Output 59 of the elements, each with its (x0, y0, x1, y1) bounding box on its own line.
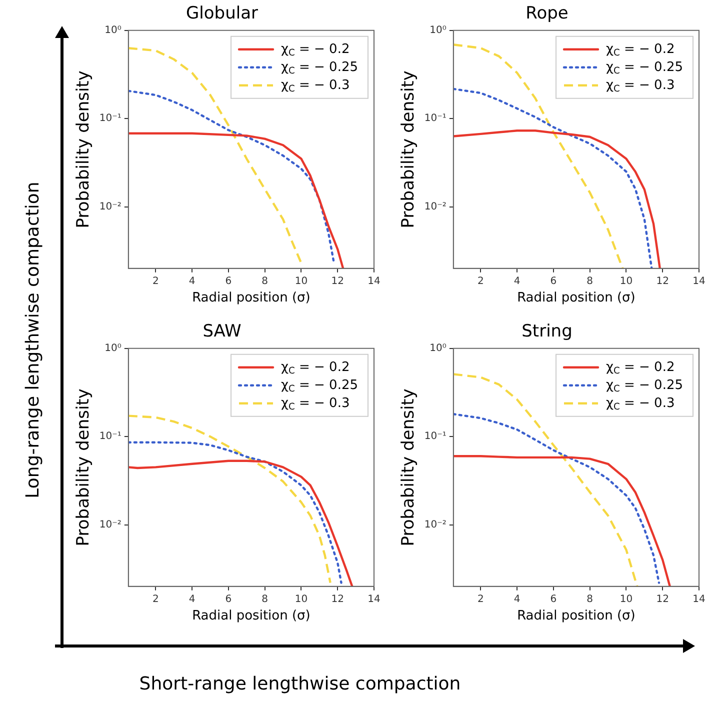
x-tick-label: 14 (368, 594, 380, 605)
x-tick-label: 6 (550, 594, 557, 605)
y-axis-title: Probability density (74, 388, 94, 546)
y-tick-label: 10⁰ (430, 342, 446, 354)
chart-title: Globular (186, 4, 258, 24)
line-series (453, 373, 638, 586)
x-tick-label: 10 (620, 594, 633, 605)
x-tick-label: 14 (368, 276, 380, 287)
x-tick-label: 2 (152, 276, 159, 287)
x-tick-label: 10 (294, 276, 308, 287)
y-tick-label: 10⁰ (104, 24, 122, 36)
line-series (128, 441, 342, 584)
x-axis-title: Radial position (σ) (517, 290, 636, 306)
x-tick-label: 4 (188, 276, 196, 287)
y-tick-label: 10⁻¹ (99, 113, 122, 124)
x-tick-label: 14 (692, 276, 706, 287)
x-tick-label: 10 (294, 594, 308, 605)
line-series (453, 412, 660, 584)
x-tick-label: 2 (478, 276, 484, 287)
x-tick-label: 8 (262, 276, 268, 287)
y-tick-label: 10⁻² (424, 519, 446, 530)
line-series (453, 44, 624, 268)
y-tick-label: 10⁻¹ (99, 431, 122, 442)
x-tick-label: 12 (331, 276, 344, 287)
x-tick-label: 8 (262, 594, 268, 605)
x-tick-label: 2 (478, 594, 484, 605)
y-tick-label: 10⁰ (104, 342, 122, 354)
x-tick-label: 14 (692, 594, 706, 605)
x-axis-title: Radial position (σ) (192, 290, 310, 306)
chart-title: String (522, 322, 572, 342)
x-axis-title: Radial position (σ) (192, 608, 310, 624)
y-tick-label: 10⁻² (99, 519, 122, 530)
text: Short-range lengthwise compaction (139, 674, 461, 694)
text: Long-range lengthwise compaction (22, 182, 44, 498)
x-tick-label: 4 (188, 594, 196, 605)
y-tick-label: 10⁰ (430, 24, 446, 36)
y-tick-label: 10⁻² (424, 201, 446, 212)
line-series (128, 414, 332, 584)
x-tick-label: 12 (656, 594, 669, 605)
x-tick-label: 2 (152, 594, 159, 605)
x-axis-title: Radial position (σ) (517, 608, 636, 624)
x-tick-label: 10 (620, 276, 633, 287)
y-tick-label: 10⁻¹ (424, 113, 446, 124)
x-tick-label: 12 (331, 594, 344, 605)
chart-title: SAW (202, 322, 242, 342)
y-axis-title: Probability density (398, 70, 419, 228)
y-axis-title: Probability density (398, 388, 419, 546)
y-tick-label: 10⁻¹ (424, 431, 446, 442)
x-tick-label: 6 (225, 594, 232, 605)
y-axis-title: Probability density (74, 70, 94, 228)
x-tick-label: 12 (656, 276, 669, 287)
x-tick-label: 8 (586, 594, 594, 605)
x-tick-label: 4 (514, 594, 520, 605)
x-tick-label: 6 (550, 276, 557, 287)
x-tick-label: 6 (225, 276, 232, 287)
y-tick-label: 10⁻² (99, 201, 122, 212)
x-tick-label: 8 (586, 276, 594, 287)
chart-title: Rope (526, 4, 568, 24)
x-tick-label: 4 (514, 276, 520, 287)
